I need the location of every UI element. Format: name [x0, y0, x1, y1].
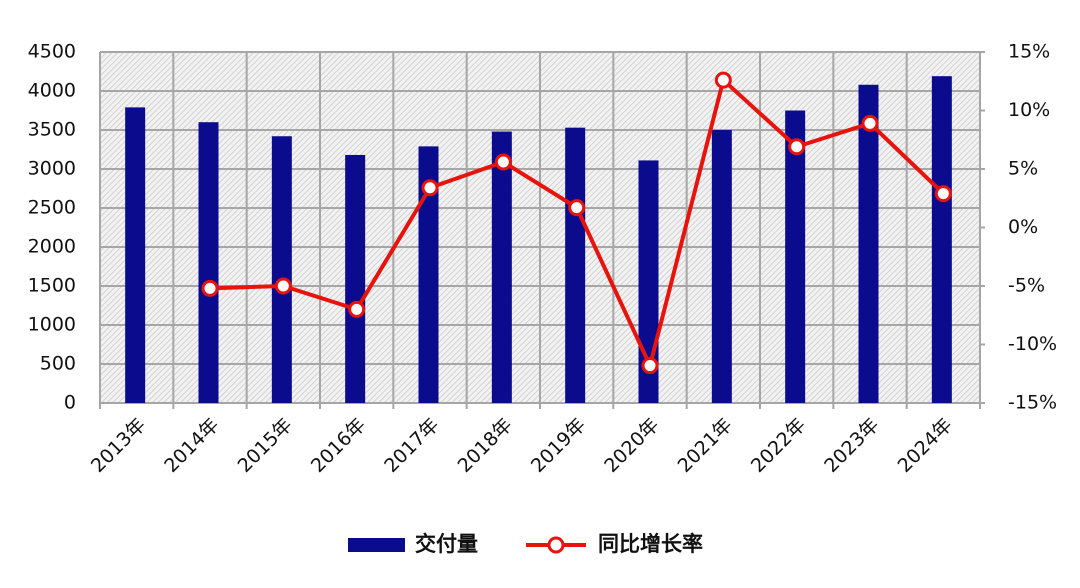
legend: 交付量 同比增长率	[348, 532, 703, 556]
y-tick-label: 1500	[28, 275, 76, 297]
bar	[271, 136, 292, 404]
legend-label: 同比增长率	[598, 532, 703, 556]
x-tick-label: 2014年	[160, 414, 223, 477]
x-tick-label: 2019年	[527, 414, 590, 477]
bar	[345, 154, 366, 403]
x-tick-label: 2024年	[894, 414, 957, 477]
bar	[125, 107, 146, 403]
line-marker	[641, 357, 659, 375]
y2-tick-label: 15%	[1008, 41, 1050, 63]
line-marker	[934, 185, 952, 203]
x-tick-label: 2015年	[234, 414, 297, 477]
line-marker	[494, 153, 512, 171]
bar	[858, 84, 879, 403]
y-tick-label: 1000	[28, 314, 76, 336]
line-marker	[568, 199, 586, 217]
y-tick-label: 500	[40, 353, 76, 375]
y-tick-label: 0	[64, 392, 76, 414]
x-tick-label: 2022年	[747, 414, 810, 477]
x-tick-label: 2021年	[674, 414, 737, 477]
line-marker	[788, 138, 806, 156]
bar	[711, 130, 732, 403]
line-marker	[201, 279, 219, 297]
x-tick-label: 2020年	[600, 414, 663, 477]
line-marker	[421, 179, 439, 197]
line-marker	[861, 114, 879, 132]
y-tick-label: 3500	[28, 119, 76, 141]
y2-tick-label: 0%	[1008, 216, 1038, 238]
bar	[565, 127, 586, 403]
legend-swatch	[348, 538, 405, 552]
x-tick-label: 2023年	[820, 414, 883, 477]
bar	[785, 110, 806, 403]
x-tick-label: 2016年	[307, 414, 370, 477]
x-tick-label: 2018年	[454, 414, 517, 477]
line-marker	[348, 300, 366, 318]
y2-tick-label: -10%	[1008, 333, 1057, 355]
y-tick-label: 4000	[28, 80, 76, 102]
bar	[198, 122, 219, 403]
legend-marker	[547, 536, 565, 554]
y2-tick-label: -15%	[1008, 392, 1057, 414]
bar	[491, 131, 512, 403]
x-tick-label: 2013年	[87, 414, 150, 477]
y-tick-label: 3000	[28, 158, 76, 180]
y-tick-label: 2500	[28, 197, 76, 219]
bar	[418, 146, 439, 403]
y2-tick-label: -5%	[1008, 275, 1045, 297]
y2-tick-label: 5%	[1008, 158, 1038, 180]
x-tick-label: 2017年	[380, 414, 443, 477]
bar	[638, 160, 659, 403]
y2-tick-label: 10%	[1008, 99, 1050, 121]
line-marker	[274, 277, 292, 295]
y-tick-label: 4500	[28, 41, 76, 63]
bar	[931, 76, 952, 404]
line-marker	[714, 71, 732, 89]
legend-label: 交付量	[415, 532, 478, 556]
y-tick-label: 2000	[28, 236, 76, 258]
